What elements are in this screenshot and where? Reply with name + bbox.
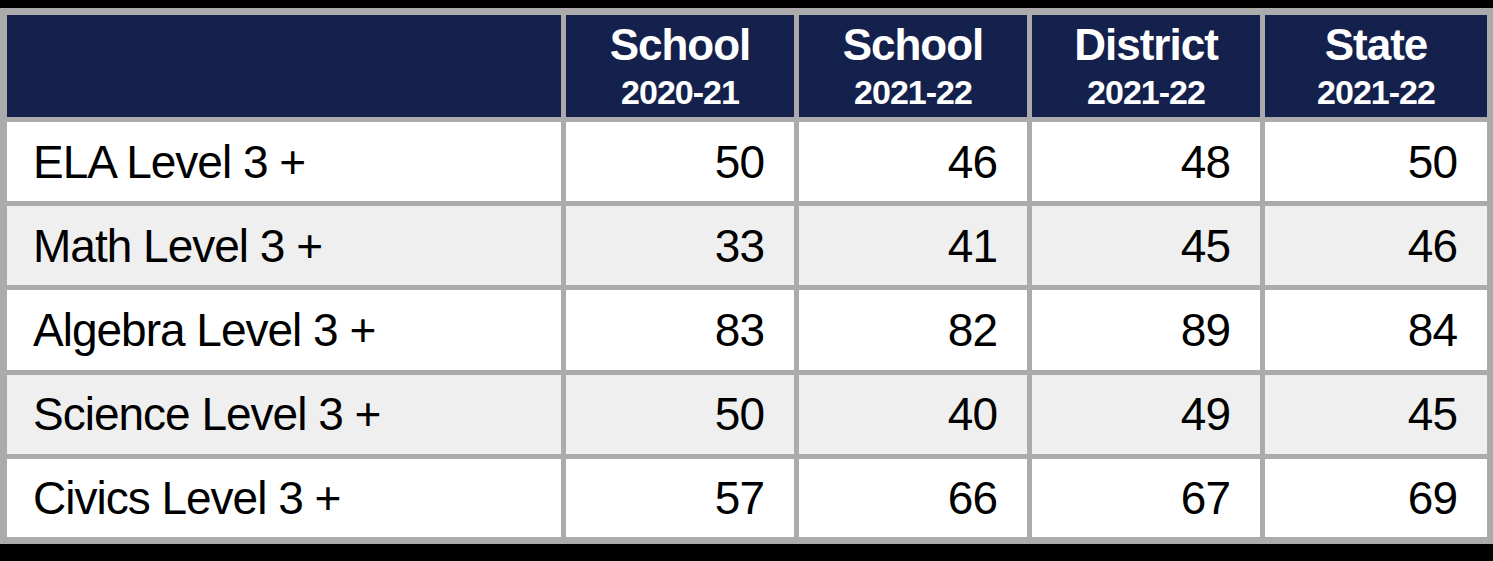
header-label: School bbox=[801, 19, 1025, 71]
cell-value: 89 bbox=[1030, 288, 1263, 372]
cell-value: 46 bbox=[797, 120, 1030, 204]
row-label: Civics Level 3 + bbox=[4, 456, 564, 540]
cell-value: 57 bbox=[564, 456, 797, 540]
cell-value: 84 bbox=[1263, 288, 1491, 372]
scores-table: School 2020-21 School 2021-22 District 2… bbox=[0, 8, 1493, 544]
table-row-algebra: Algebra Level 3 + 83 82 89 84 bbox=[4, 288, 1491, 372]
table-row-science: Science Level 3 + 50 40 49 45 bbox=[4, 372, 1491, 456]
header-row: School 2020-21 School 2021-22 District 2… bbox=[4, 12, 1491, 120]
cell-value: 50 bbox=[564, 120, 797, 204]
row-label: ELA Level 3 + bbox=[4, 120, 564, 204]
cell-value: 50 bbox=[1263, 120, 1491, 204]
cell-value: 69 bbox=[1263, 456, 1491, 540]
header-label: District bbox=[1034, 19, 1258, 71]
header-year: 2021-22 bbox=[801, 71, 1025, 113]
row-label: Algebra Level 3 + bbox=[4, 288, 564, 372]
header-year: 2021-22 bbox=[1034, 71, 1258, 113]
header-year: 2021-22 bbox=[1267, 71, 1485, 113]
table-body: ELA Level 3 + 50 46 48 50 Math Level 3 +… bbox=[4, 120, 1491, 541]
cell-value: 46 bbox=[1263, 204, 1491, 288]
table-header: School 2020-21 School 2021-22 District 2… bbox=[4, 12, 1491, 120]
row-label: Math Level 3 + bbox=[4, 204, 564, 288]
header-cell-school-2020-21: School 2020-21 bbox=[564, 12, 797, 120]
scores-table-container: School 2020-21 School 2021-22 District 2… bbox=[0, 0, 1493, 561]
header-cell-district-2021-22: District 2021-22 bbox=[1030, 12, 1263, 120]
header-cell-school-2021-22: School 2021-22 bbox=[797, 12, 1030, 120]
cell-value: 45 bbox=[1030, 204, 1263, 288]
header-year: 2020-21 bbox=[568, 71, 792, 113]
header-cell-state-2021-22: State 2021-22 bbox=[1263, 12, 1491, 120]
cell-value: 67 bbox=[1030, 456, 1263, 540]
header-label: State bbox=[1267, 19, 1485, 71]
table-row-civics: Civics Level 3 + 57 66 67 69 bbox=[4, 456, 1491, 540]
cell-value: 40 bbox=[797, 372, 1030, 456]
cell-value: 66 bbox=[797, 456, 1030, 540]
table-row-math: Math Level 3 + 33 41 45 46 bbox=[4, 204, 1491, 288]
table-row-ela: ELA Level 3 + 50 46 48 50 bbox=[4, 120, 1491, 204]
header-label: School bbox=[568, 19, 792, 71]
cell-value: 83 bbox=[564, 288, 797, 372]
cell-value: 33 bbox=[564, 204, 797, 288]
cell-value: 45 bbox=[1263, 372, 1491, 456]
row-label: Science Level 3 + bbox=[4, 372, 564, 456]
cell-value: 49 bbox=[1030, 372, 1263, 456]
cell-value: 48 bbox=[1030, 120, 1263, 204]
cell-value: 41 bbox=[797, 204, 1030, 288]
cell-value: 50 bbox=[564, 372, 797, 456]
header-cell-blank bbox=[4, 12, 564, 120]
cell-value: 82 bbox=[797, 288, 1030, 372]
